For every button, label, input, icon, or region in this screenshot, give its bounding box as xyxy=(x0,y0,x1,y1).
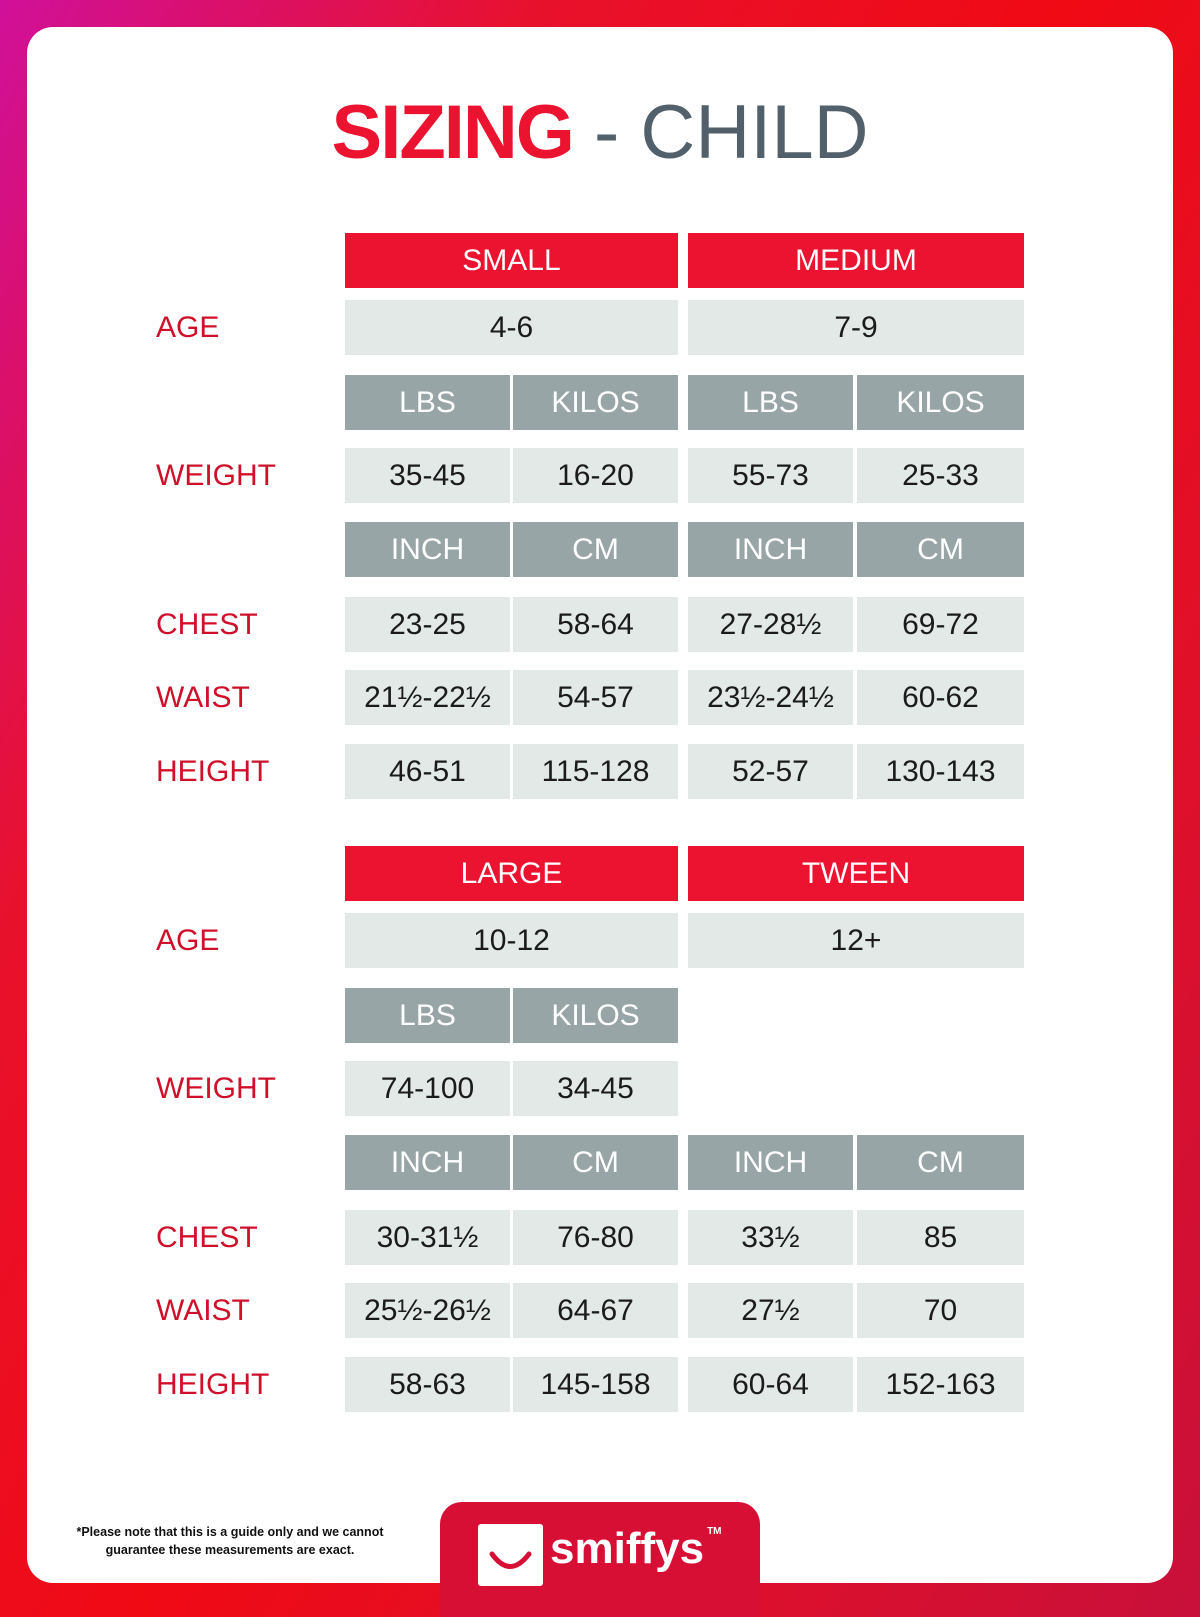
measure-unit-header: CM xyxy=(857,1135,1024,1190)
weight-unit-header: LBS xyxy=(345,375,510,430)
page-title: SIZING - CHILD xyxy=(0,88,1200,178)
waist-cell: 27½ xyxy=(688,1283,853,1338)
waist-cell: 25½-26½ xyxy=(345,1283,510,1338)
logo: smiffys xyxy=(550,1524,705,1573)
size-header: LARGE xyxy=(345,846,678,901)
height-cell: 152-163 xyxy=(857,1357,1024,1412)
weight-cell: 34-45 xyxy=(513,1061,678,1116)
weight-unit-header: KILOS xyxy=(857,375,1024,430)
title-sizing: SIZING xyxy=(331,90,575,175)
row-label-height: HEIGHT xyxy=(156,1368,270,1401)
smiffys-smile-icon xyxy=(478,1524,543,1586)
age-cell: 12+ xyxy=(688,913,1024,968)
weight-cell: 35-45 xyxy=(345,448,510,503)
height-cell: 115-128 xyxy=(513,744,678,799)
measure-unit-header: INCH xyxy=(345,522,510,577)
row-label-waist: WAIST xyxy=(156,1294,250,1327)
size-header: TWEEN xyxy=(688,846,1024,901)
weight-cell: 25-33 xyxy=(857,448,1024,503)
weight-cell: 16-20 xyxy=(513,448,678,503)
chest-cell: 85 xyxy=(857,1210,1024,1265)
height-cell: 52-57 xyxy=(688,744,853,799)
row-label-age: AGE xyxy=(156,924,220,957)
chest-cell: 69-72 xyxy=(857,597,1024,652)
row-label-age: AGE xyxy=(156,311,220,344)
measure-unit-header: CM xyxy=(513,522,678,577)
chest-cell: 30-31½ xyxy=(345,1210,510,1265)
height-cell: 46-51 xyxy=(345,744,510,799)
age-cell: 7-9 xyxy=(688,300,1024,355)
size-header: MEDIUM xyxy=(688,233,1024,288)
chest-cell: 58-64 xyxy=(513,597,678,652)
row-label-height: HEIGHT xyxy=(156,755,270,788)
waist-cell: 23½-24½ xyxy=(688,670,853,725)
chest-cell: 33½ xyxy=(688,1210,853,1265)
waist-cell: 64-67 xyxy=(513,1283,678,1338)
age-cell: 4-6 xyxy=(345,300,678,355)
weight-cell: 55-73 xyxy=(688,448,853,503)
weight-cell: 74-100 xyxy=(345,1061,510,1116)
weight-unit-header: KILOS xyxy=(513,375,678,430)
height-cell: 145-158 xyxy=(513,1357,678,1412)
size-header: SMALL xyxy=(345,233,678,288)
height-cell: 130-143 xyxy=(857,744,1024,799)
measure-unit-header: CM xyxy=(513,1135,678,1190)
measure-unit-header: INCH xyxy=(345,1135,510,1190)
waist-cell: 21½-22½ xyxy=(345,670,510,725)
waist-cell: 70 xyxy=(857,1283,1024,1338)
row-label-waist: WAIST xyxy=(156,681,250,714)
weight-unit-header: KILOS xyxy=(513,988,678,1043)
measure-unit-header: INCH xyxy=(688,1135,853,1190)
waist-cell: 60-62 xyxy=(857,670,1024,725)
height-cell: 58-63 xyxy=(345,1357,510,1412)
measure-unit-header: CM xyxy=(857,522,1024,577)
row-label-chest: CHEST xyxy=(156,1221,258,1254)
row-label-chest: CHEST xyxy=(156,608,258,641)
height-cell: 60-64 xyxy=(688,1357,853,1412)
weight-unit-header: LBS xyxy=(345,988,510,1043)
measure-unit-header: INCH xyxy=(688,522,853,577)
chest-cell: 23-25 xyxy=(345,597,510,652)
footnote: *Please note that this is a guide only a… xyxy=(76,1525,384,1557)
age-cell: 10-12 xyxy=(345,913,678,968)
logo-trademark: TM xyxy=(707,1526,722,1537)
waist-cell: 54-57 xyxy=(513,670,678,725)
weight-unit-header: LBS xyxy=(688,375,853,430)
row-label-weight: WEIGHT xyxy=(156,459,276,492)
row-label-weight: WEIGHT xyxy=(156,1072,276,1105)
chest-cell: 76-80 xyxy=(513,1210,678,1265)
chest-cell: 27-28½ xyxy=(688,597,853,652)
logo-wordmark: smiffys TM xyxy=(550,1522,722,1576)
title-child: - CHILD xyxy=(572,90,869,175)
